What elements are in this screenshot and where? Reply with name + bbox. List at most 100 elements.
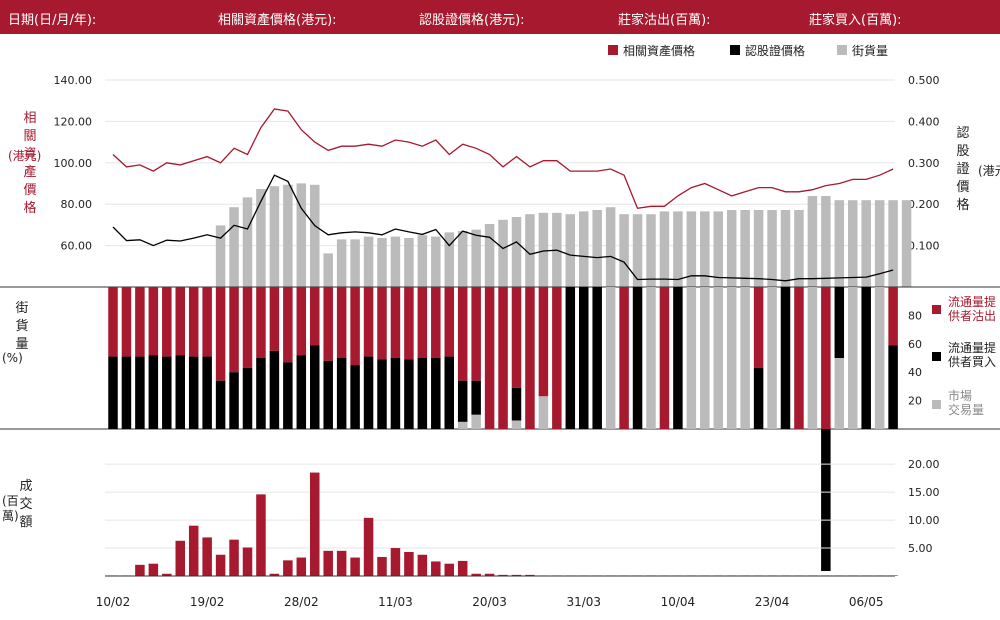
outstanding-bar xyxy=(807,196,818,287)
outstanding-bar xyxy=(767,210,777,287)
outstanding-bar xyxy=(686,211,697,287)
mm-buy-bar xyxy=(431,358,441,429)
y-left-axis-label: 關 xyxy=(23,129,36,144)
outstanding-bar xyxy=(619,214,629,287)
mm-buy-bar xyxy=(565,287,576,429)
outstanding-bar xyxy=(444,232,454,287)
mm-buy-bar xyxy=(121,356,132,429)
underlying-price-label: 相關資產價格(港元): xyxy=(218,13,337,28)
outstanding-bar xyxy=(901,200,912,287)
mm-buy-bar xyxy=(390,358,401,429)
mm-sell-bar xyxy=(888,287,898,346)
mm-buy-bar xyxy=(283,362,293,429)
x-tick-label: 28/02 xyxy=(284,595,319,609)
outstanding-bar xyxy=(821,196,831,287)
market-trade-bar xyxy=(457,421,468,429)
mm-sell-bar xyxy=(256,287,266,358)
outstanding-bar xyxy=(498,219,508,287)
market-trade-bar xyxy=(740,287,750,429)
mm-buy-bar xyxy=(417,358,428,429)
middle-axis-tick: 80 xyxy=(908,309,922,322)
mm-buy-bar xyxy=(404,359,414,429)
middle-axis-label: 貨 xyxy=(15,318,28,334)
turnover-bar xyxy=(135,564,145,576)
turnover-bar xyxy=(215,554,226,576)
outstanding-bar xyxy=(296,183,307,287)
lower-axis-label: 交 xyxy=(19,496,32,512)
mm-sell-bar xyxy=(417,287,428,358)
middle-axis-tick: 20 xyxy=(908,395,922,408)
mm-sell-bar xyxy=(659,287,670,429)
outstanding-bar xyxy=(323,253,333,287)
mm-sell-bar xyxy=(148,287,159,356)
turnover-bar xyxy=(148,563,159,576)
turnover-bar xyxy=(310,472,320,576)
mm-buy-bar xyxy=(673,287,683,429)
outstanding-bar xyxy=(269,186,280,287)
mm-buy-bar xyxy=(753,367,764,429)
outstanding-bar xyxy=(780,210,791,287)
outstanding-bar xyxy=(605,207,616,287)
mm-sell-bar xyxy=(188,287,199,357)
mm-sell-bar xyxy=(162,287,172,357)
mm-buy-bar xyxy=(256,358,266,429)
mm-sell-bar xyxy=(444,287,454,357)
turnover-bar xyxy=(417,554,428,576)
mm-buy-bar xyxy=(310,345,320,429)
turnover-bar xyxy=(350,557,360,576)
mm-sell-bar xyxy=(175,287,185,356)
mm-buy-bar xyxy=(821,429,831,571)
turnover-bar xyxy=(457,560,468,576)
mm-buy-bar xyxy=(323,360,333,429)
mm-buy-bar xyxy=(444,356,454,429)
mm-buy-bar xyxy=(592,287,602,429)
outstanding-bar xyxy=(592,210,602,287)
lower-axis-unit: (百 xyxy=(2,494,19,508)
legend-label: 街貨量 xyxy=(852,43,888,58)
mm-buy-bar xyxy=(229,372,239,429)
lower-axis-label: 成 xyxy=(19,479,32,494)
x-tick-label: 20/03 xyxy=(472,595,507,609)
warrant-price-line xyxy=(112,174,894,282)
mm-sell-bar xyxy=(404,287,414,360)
outstanding-bar xyxy=(861,200,871,287)
mm-buy-bar xyxy=(834,287,845,358)
market-trade-bar xyxy=(646,287,656,429)
mm-sell-bar xyxy=(619,287,629,429)
outstanding-bar xyxy=(673,211,683,287)
outstanding-bar xyxy=(834,200,845,287)
mm-sell-label: 莊家沽出(百萬): xyxy=(618,13,711,28)
middle-axis-unit: (%) xyxy=(2,351,23,365)
market-trade-bar xyxy=(726,287,737,429)
turnover-bar xyxy=(404,551,414,576)
outstanding-bar xyxy=(794,210,804,287)
mm-buy-bar xyxy=(363,356,374,429)
x-tick-label: 23/04 xyxy=(755,595,790,609)
market-trade-bar xyxy=(511,420,522,429)
mm-sell-bar xyxy=(552,287,562,429)
mm-buy-bar xyxy=(175,355,185,429)
middle-axis-tick: 60 xyxy=(908,338,922,351)
outstanding-bar xyxy=(215,225,226,287)
outstanding-bar xyxy=(632,214,643,287)
mm-sell-bar xyxy=(431,287,441,358)
market-trade-bar xyxy=(874,287,885,429)
market-trade-bar xyxy=(848,287,858,429)
mm-buy-bar xyxy=(162,356,172,429)
turnover-bar xyxy=(242,547,253,576)
legend-label: 認股證價格 xyxy=(745,43,805,58)
legend-swatch-market xyxy=(932,400,941,409)
turnover-bar xyxy=(162,573,172,576)
y-left-axis-label: 產 xyxy=(23,164,36,180)
mm-sell-bar xyxy=(121,287,132,357)
mm-sell-bar xyxy=(229,287,239,373)
mm-sell-bar xyxy=(794,287,804,429)
mm-sell-bar xyxy=(350,287,360,366)
outstanding-bar xyxy=(417,235,428,287)
legend-mm-buy: 供者買入 xyxy=(948,355,996,369)
market-trade-bar xyxy=(686,287,697,429)
mm-sell-bar xyxy=(538,287,549,397)
y-left-axis-label: 格 xyxy=(23,200,36,216)
turnover-bar xyxy=(269,573,280,576)
outstanding-bar xyxy=(310,184,320,287)
